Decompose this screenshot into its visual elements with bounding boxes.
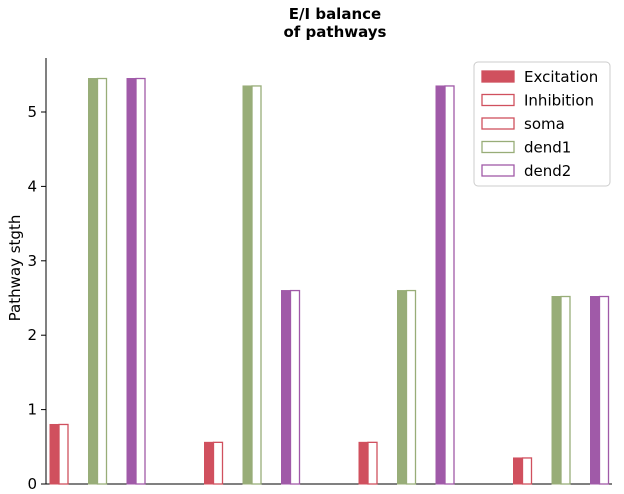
bar-dend1-excitation [551, 296, 562, 485]
legend-swatch [481, 70, 515, 83]
bar-dend1-inhibition [251, 85, 262, 485]
bar-dend2-inhibition [135, 77, 146, 485]
bar-dend2-inhibition [598, 295, 610, 485]
bar-soma-excitation [358, 441, 369, 485]
legend-label: Inhibition [524, 92, 594, 110]
bar-dend1-excitation [242, 85, 253, 485]
bar-soma-inhibition [212, 441, 224, 485]
legend-swatch [481, 140, 515, 154]
bar-dend2-inhibition [289, 289, 301, 485]
bar-dend2-excitation [590, 296, 600, 485]
plot-area: 0 1 2 3 4 5 [27, 58, 612, 493]
y-tick-label: 0 [27, 475, 37, 493]
y-axis-label: Pathway stgth [6, 215, 24, 322]
y-tick-label: 4 [27, 177, 37, 195]
bar-dend1-excitation [88, 78, 98, 485]
bar-soma-inhibition [367, 441, 378, 485]
legend: Excitation Inhibition soma dend1 dend2 [473, 61, 611, 187]
legend-swatch [481, 117, 515, 130]
y-tick-label: 1 [27, 401, 37, 419]
bar-dend2-excitation [126, 78, 137, 485]
legend-label: Excitation [524, 68, 598, 86]
legend-swatch [481, 164, 515, 177]
bar-dend1-inhibition [96, 77, 108, 485]
y-tick-label: 5 [27, 103, 37, 121]
bar-dend1-inhibition [560, 295, 571, 485]
bar-soma-excitation [204, 441, 214, 485]
bar-dend2-inhibition [444, 85, 455, 485]
legend-label: soma [524, 115, 565, 133]
bar-dend1-inhibition [405, 289, 417, 485]
bar-dend2-excitation [435, 85, 446, 485]
bar-soma-inhibition [58, 423, 69, 485]
bar-dend2-excitation [281, 290, 291, 485]
bar-soma-excitation [49, 423, 60, 485]
bar-dend1-excitation [397, 290, 407, 485]
y-tick-label: 2 [27, 326, 37, 344]
bar-soma-excitation [513, 457, 523, 485]
chart-title-line1: E/I balance [289, 5, 381, 23]
bar-soma-inhibition [521, 457, 533, 485]
y-tick-label: 3 [27, 252, 37, 270]
legend-label: dend1 [524, 139, 571, 157]
legend-box [473, 61, 611, 187]
legend-label: dend2 [524, 162, 571, 180]
chart-title-line2: of pathways [284, 23, 387, 41]
legend-swatch [481, 93, 515, 107]
